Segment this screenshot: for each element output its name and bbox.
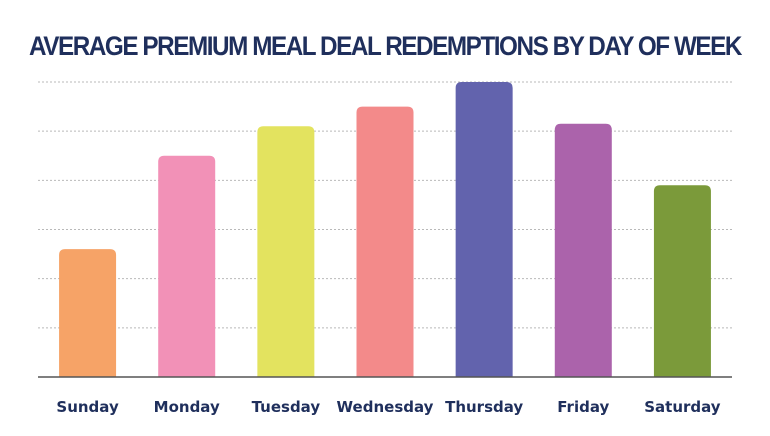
- x-axis-tick-labels: Sunday Monday Tuesday Wednesday Thursday Frid…: [56, 398, 720, 416]
- x-tick-label-saturday: Saturday: [644, 398, 721, 416]
- bar-thursday: [455, 82, 513, 377]
- bar-tuesday: [257, 126, 315, 377]
- bar-saturday: [653, 185, 711, 377]
- bar-sunday: [59, 249, 117, 377]
- x-tick-label-tuesday: Tuesday: [252, 398, 321, 416]
- bars: [59, 82, 711, 378]
- chart-title: AVERAGE PREMIUM MEAL DEAL REDEMPTIONS BY…: [29, 31, 743, 61]
- x-tick-label-friday: Friday: [557, 398, 609, 416]
- x-tick-label-thursday: Thursday: [445, 398, 523, 416]
- bar-friday: [554, 123, 612, 378]
- x-tick-label-sunday: Sunday: [56, 398, 119, 416]
- bar-wednesday: [356, 106, 414, 377]
- x-tick-label-wednesday: Wednesday: [337, 398, 434, 416]
- x-tick-label-monday: Monday: [154, 398, 220, 416]
- bar-monday: [158, 155, 216, 377]
